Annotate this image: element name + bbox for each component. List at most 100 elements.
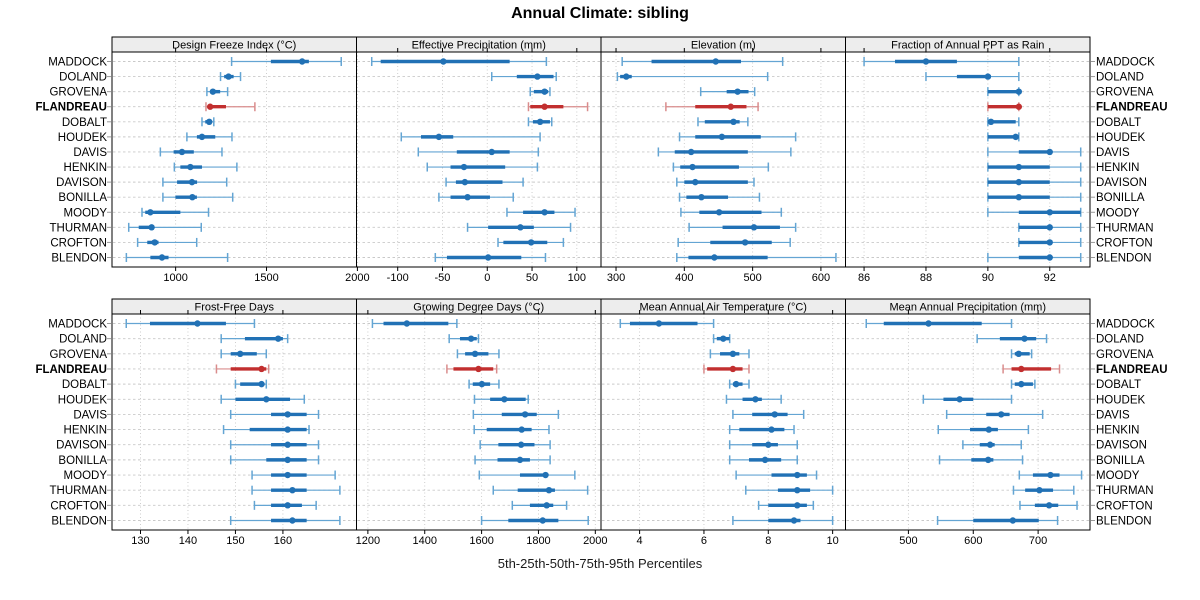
percentile-row [473, 425, 550, 435]
x-tick-label: 1600 [469, 535, 493, 547]
station-label-left: MOODY [64, 470, 108, 482]
panel-border [845, 313, 1091, 531]
median-dot [750, 224, 758, 231]
percentile-row [222, 425, 310, 435]
median-dot [298, 58, 306, 65]
percentile-row [472, 409, 560, 419]
panel-border [356, 313, 602, 531]
panel-4: Fraction of Annual PPT as Rain 86 88 90 92 [845, 36, 1095, 284]
station-label-left: GROVENA [49, 87, 107, 99]
panel-border [111, 313, 357, 531]
panel-8: Mean Annual Precipitation (mm) 500 600 700 [845, 298, 1095, 547]
percentile-row [945, 409, 1044, 419]
percentile-row [1018, 237, 1082, 247]
station-label-left: DAVIS [73, 147, 107, 159]
station-label-right: DOLAND [1096, 72, 1144, 84]
percentile-row [621, 57, 784, 66]
percentile-row [446, 364, 498, 374]
panel-title: Fraction of Annual PPT as Rain [891, 40, 1044, 52]
median-dot [752, 396, 759, 403]
station-label-right: HENKIN [1096, 162, 1139, 174]
station-label-right: CROFTON [1096, 237, 1153, 249]
station-label-left: DOBALT [62, 117, 107, 129]
percentile-row [438, 192, 514, 202]
percentile-row [466, 222, 572, 232]
x-tick-label: 1400 [412, 535, 436, 547]
median-dot [1046, 224, 1053, 231]
median-dot [1047, 471, 1054, 479]
median-dot [206, 103, 214, 110]
percentile-row [865, 319, 1013, 328]
x-tick-label: -50 [435, 272, 451, 284]
median-dot [258, 380, 265, 388]
x-tick-label: 92 [1044, 272, 1056, 284]
percentile-row [162, 192, 234, 202]
median-dot [1036, 486, 1043, 494]
panel-title: Elevation (m) [691, 40, 756, 52]
station-label-right: BLENDON [1096, 516, 1152, 528]
percentile-row [987, 192, 1082, 202]
percentile-row [251, 485, 341, 495]
x-tick-label: 600 [964, 535, 982, 547]
station-label-left: MADDOCK [48, 319, 107, 331]
station-label-right: FLANDREAU [1096, 364, 1168, 376]
percentile-row [220, 394, 306, 404]
percentile-row [688, 222, 797, 232]
median-dot [984, 73, 992, 80]
percentile-row [206, 87, 229, 97]
percentile-row [417, 147, 540, 157]
median-dot [794, 471, 801, 479]
x-tick-label: 50 [526, 272, 538, 284]
median-dot [284, 456, 291, 464]
x-tick-label: 500 [743, 272, 761, 284]
median-dot [765, 441, 772, 448]
percentile-row [1018, 470, 1083, 480]
percentile-row [987, 132, 1020, 142]
median-dot [692, 178, 699, 186]
percentile-row [215, 364, 270, 374]
median-dot [729, 350, 737, 358]
percentile-row [434, 253, 547, 262]
median-dot [687, 148, 695, 156]
station-label-left: DAVIS [73, 409, 107, 421]
median-dot [178, 148, 186, 156]
percentile-row [220, 349, 268, 359]
median-dot [517, 224, 524, 231]
median-dot [284, 502, 291, 509]
median-dot [985, 426, 993, 433]
percentile-row [735, 470, 818, 480]
median-dot [289, 517, 296, 524]
percentile-row [676, 177, 755, 187]
station-label-left: DOBALT [62, 379, 107, 391]
station-label-right: BONILLA [1096, 455, 1145, 467]
percentile-row [922, 394, 1013, 404]
percentile-row [1018, 222, 1082, 232]
median-dot [539, 517, 546, 524]
median-dot [189, 193, 196, 201]
percentile-row [987, 207, 1082, 217]
station-label-right: DAVIS [1096, 147, 1130, 159]
x-tick-label: 400 [675, 272, 693, 284]
station-label-right: HENKIN [1096, 425, 1139, 437]
panel-border [111, 51, 357, 268]
median-dot [545, 486, 553, 494]
station-label-left: THURMAN [50, 222, 108, 234]
percentile-row [619, 319, 715, 328]
median-dot [517, 441, 525, 448]
percentile-row [732, 516, 834, 525]
x-tick-label: 140 [179, 535, 197, 547]
percentile-row [745, 485, 834, 495]
percentile-row [757, 500, 815, 510]
percentile-row [480, 516, 589, 525]
percentile-row [186, 132, 233, 142]
x-tick-label: -100 [387, 272, 409, 284]
panel-title: Design Freeze Index (°C) [172, 40, 296, 52]
median-dot [1012, 133, 1019, 141]
percentile-row [492, 485, 589, 495]
percentile-row [219, 72, 242, 82]
percentile-row [136, 237, 198, 247]
percentile-row [728, 440, 798, 450]
percentile-row [479, 440, 551, 450]
percentile-row [657, 147, 792, 157]
percentile-row [962, 440, 1023, 450]
